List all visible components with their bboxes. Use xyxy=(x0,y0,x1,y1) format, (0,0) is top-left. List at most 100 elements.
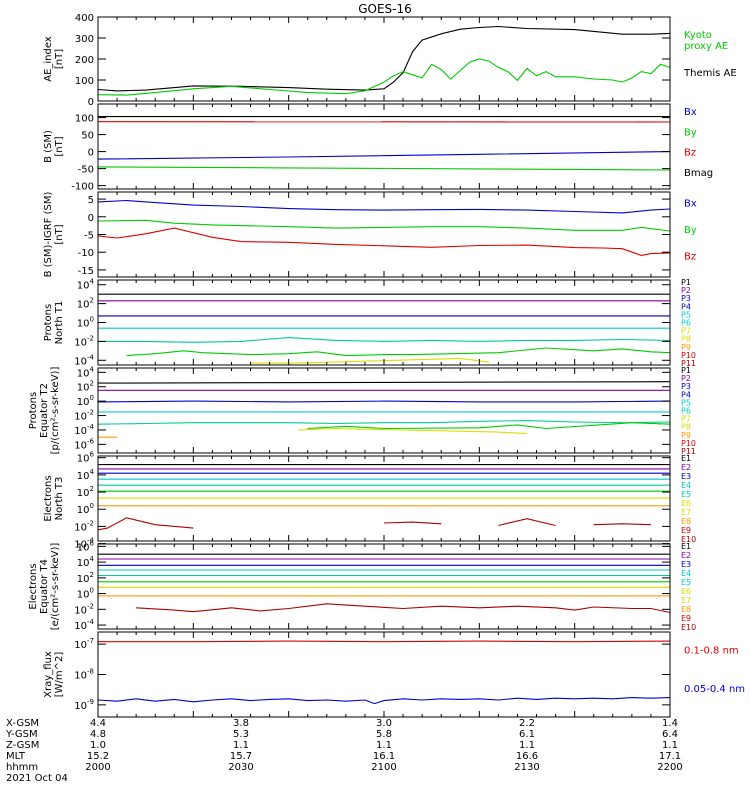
footer-value: 4.8 xyxy=(90,729,106,740)
legend-entry: E2 xyxy=(681,463,691,472)
y-tick-label: 100 xyxy=(75,76,94,87)
series-line-p6 xyxy=(126,347,670,357)
legend-entry: P7 xyxy=(681,327,691,336)
series-line-bz xyxy=(98,227,670,256)
legend-entry: P1 xyxy=(681,366,691,375)
y-axis-label: Electrons xyxy=(43,475,54,521)
series-line-0-1-0-8-nm xyxy=(98,640,670,643)
legend-entry: P6 xyxy=(681,319,691,328)
y-tick-label: 100 xyxy=(77,316,94,330)
y-tick-label: 50 xyxy=(81,131,94,142)
series-line-p7 xyxy=(250,357,489,364)
legend-entry: P7 xyxy=(681,415,691,424)
footer-value: 2100 xyxy=(371,762,396,773)
footer-value: 1.4 xyxy=(662,718,678,729)
legend-entry: P9 xyxy=(681,431,691,440)
y-tick-label: -10 xyxy=(78,248,94,259)
y-tick-label: 104 xyxy=(77,468,95,482)
y-axis-label: [nT] xyxy=(54,136,65,156)
y-axis-label: [nT] xyxy=(54,49,65,69)
legend-entry: P8 xyxy=(681,335,691,344)
y-axis-label: B (SM) xyxy=(43,130,54,163)
y-tick-label: 10-9 xyxy=(74,698,94,712)
footer-row-label: hhmm xyxy=(6,762,38,773)
footer-value: 16.6 xyxy=(516,751,538,762)
footer-row-label: 2021 Oct 04 xyxy=(6,773,68,784)
y-tick-label: 400 xyxy=(75,13,94,24)
y-axis-label: Electrons xyxy=(28,563,39,609)
y-axis-label: North T1 xyxy=(54,301,65,345)
series-line-p7 xyxy=(298,427,528,435)
y-tick-label: 10-2 xyxy=(74,519,94,533)
legend-entry: proxy AE xyxy=(684,41,728,52)
legend-entry: E10 xyxy=(681,623,696,632)
legend-entry: P2 xyxy=(681,286,691,295)
y-axis-label: Xray_flux xyxy=(43,651,54,698)
footer-row-label: X-GSM xyxy=(6,718,39,729)
legend-entry: P4 xyxy=(681,302,691,311)
legend-entry: P10 xyxy=(681,439,696,448)
y-tick-label: -100 xyxy=(71,182,94,193)
legend-entry: P5 xyxy=(681,398,691,407)
legend-entry: P6 xyxy=(681,407,691,416)
y-axis-label: B (SM)-IGRF (SM) xyxy=(43,192,54,278)
footer-value: 1.0 xyxy=(90,740,106,751)
y-tick-label: 100 xyxy=(77,587,94,601)
legend-entry: E6 xyxy=(681,499,691,508)
y-tick-label: 10-8 xyxy=(74,668,94,682)
y-axis-label: [e/(cm²-s-sr-keV)] xyxy=(50,543,61,631)
y-axis-label: [p/(cm²-s-sr-keV)] xyxy=(50,367,61,455)
y-tick-label: 10-4 xyxy=(74,618,94,632)
y-tick-label: 106 xyxy=(77,539,95,553)
footer-value: 1.1 xyxy=(233,740,249,751)
y-tick-label: 10-2 xyxy=(74,334,94,348)
legend-entry: E10 xyxy=(681,535,696,544)
legend-entry: E4 xyxy=(681,569,691,578)
series-line-e9 xyxy=(136,603,670,614)
series-line-by xyxy=(98,219,670,232)
footer-value: 15.2 xyxy=(87,751,109,762)
footer-value: 16.1 xyxy=(373,751,395,762)
legend-entry: E1 xyxy=(681,542,691,551)
legend-entry: P11 xyxy=(681,359,696,368)
y-axis-label: Protons xyxy=(43,304,54,341)
y-tick-label: 100 xyxy=(77,502,94,516)
legend-entry: E5 xyxy=(681,490,691,499)
y-axis-label: Equator T4 xyxy=(39,559,50,614)
series-line-p1 xyxy=(98,381,670,384)
y-axis-label: AE_index xyxy=(43,36,54,82)
legend-entry: By xyxy=(684,127,697,138)
y-tick-label: 10-2 xyxy=(74,602,94,616)
series-line-e12 xyxy=(593,523,651,526)
y-axis-label: North T3 xyxy=(54,477,65,521)
legend-entry: E3 xyxy=(681,560,691,569)
y-tick-label: 102 xyxy=(77,380,94,394)
legend-entry: 0.1-0.8 nm xyxy=(684,645,739,656)
series-line-kyoto-proxy-ae xyxy=(98,58,670,96)
legend-entry: Bx xyxy=(684,199,697,210)
legend-entry: P8 xyxy=(681,423,691,432)
legend-entry: P3 xyxy=(681,294,691,303)
y-axis-label: Protons xyxy=(28,392,39,429)
series-line-e10 xyxy=(383,521,442,525)
legend-entry: E2 xyxy=(681,551,691,560)
footer-value: 2000 xyxy=(85,762,110,773)
y-tick-label: 5 xyxy=(88,195,94,206)
legend-entry: P3 xyxy=(681,382,691,391)
y-tick-label: 10-7 xyxy=(74,637,94,651)
legend-entry: 0.05-0.4 nm xyxy=(684,684,745,695)
footer-row-label: Z-GSM xyxy=(6,740,39,751)
y-tick-label: 102 xyxy=(77,485,94,499)
legend-entry: E7 xyxy=(681,596,691,605)
legend-entry: E7 xyxy=(681,508,691,517)
footer-value: 1.1 xyxy=(662,740,678,751)
y-tick-label: 102 xyxy=(77,297,94,311)
series-line-e9 xyxy=(98,517,194,531)
footer-value: 1.1 xyxy=(519,740,535,751)
legend-entry: E9 xyxy=(681,526,691,535)
legend-entry: E4 xyxy=(681,481,691,490)
legend-entry: P2 xyxy=(681,374,691,383)
legend-entry: Bx xyxy=(684,107,697,118)
